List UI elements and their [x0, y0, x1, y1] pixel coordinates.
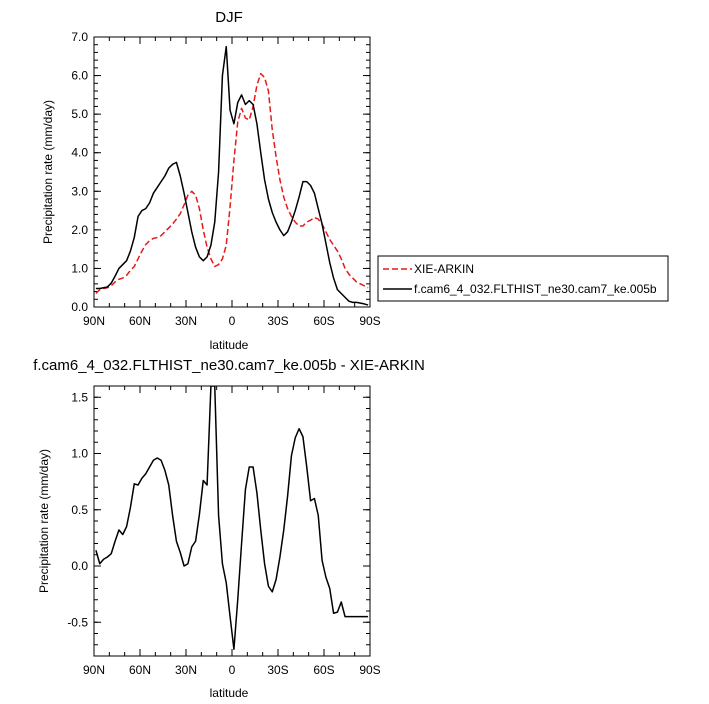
- top-series-line-1: [95, 45, 369, 306]
- bottom-y-tick-label: -0.5: [67, 615, 88, 629]
- top-ticks: 90N 60N 30N 0 30S 60S 90S 0.0 1.0 2.0 3.0 4.0 5.0 6.0…: [71, 30, 380, 328]
- bottom-y-tick-label: 1.5: [71, 390, 88, 404]
- top-x-axis-label: latitude: [210, 338, 249, 352]
- top-y-tick-label: 5.0: [71, 107, 88, 121]
- bottom-y-axis-label: Precipitation rate (mm/day): [37, 449, 51, 593]
- bottom-plot-frame: [93, 385, 371, 657]
- bottom-x-tick-label: 0: [229, 663, 236, 677]
- top-y-axis-label: Precipitation rate (mm/day): [41, 100, 55, 244]
- bottom-y-tick-label: 0.0: [71, 559, 88, 573]
- legend-label-model: f.cam6_4_032.FLTHIST_ne30.cam7_ke.005b: [414, 282, 657, 296]
- top-x-tick-label: 30S: [267, 314, 288, 328]
- legend-box: [377, 255, 669, 302]
- bottom-x-tick-label: 30N: [175, 663, 197, 677]
- legend: XIE-ARKIN f.cam6_4_032.FLTHIST_ne30.cam7…: [377, 255, 669, 302]
- top-y-tick-label: 2.0: [71, 223, 88, 237]
- top-x-tick-label: 0: [229, 314, 236, 328]
- bottom-x-tick-label: 30S: [267, 663, 288, 677]
- top-chart-title: DJF: [215, 9, 243, 26]
- bottom-y-tick-label: 1.0: [71, 447, 88, 461]
- top-panel: DJF 90N 60N 30N 0 30S 60S 90S 0.0 1.0 2.0 3.0 4.0 5.…: [41, 9, 381, 352]
- top-y-tick-label: 1.0: [71, 261, 88, 275]
- top-x-tick-label: 90S: [359, 314, 380, 328]
- bottom-x-tick-label: 60S: [313, 663, 334, 677]
- legend-label-xie-arkin: XIE-ARKIN: [414, 262, 474, 276]
- top-plot-frame: [93, 36, 371, 308]
- bottom-series-lines: [95, 386, 369, 650]
- top-y-tick-label: 4.0: [71, 146, 88, 160]
- top-y-tick-label: 3.0: [71, 184, 88, 198]
- top-y-tick-label: 7.0: [71, 30, 88, 44]
- top-x-tick-label: 30N: [175, 314, 197, 328]
- top-series-lines: [95, 45, 369, 306]
- bottom-series-line-0: [95, 386, 369, 650]
- bottom-panel: f.cam6_4_032.FLTHIST_ne30.cam7_ke.005b -…: [33, 357, 425, 700]
- top-x-tick-label: 90N: [83, 314, 105, 328]
- bottom-x-tick-label: 60N: [129, 663, 151, 677]
- top-series-line-0: [95, 72, 369, 295]
- bottom-y-tick-label: 0.5: [71, 503, 88, 517]
- bottom-x-tick-label: 90S: [359, 663, 380, 677]
- bottom-x-axis-label: latitude: [210, 686, 249, 700]
- bottom-ticks: 90N 60N 30N 0 30S 60S 90S -0.5 0.0 0.5 1.0 1.5: [67, 385, 381, 677]
- bottom-x-tick-label: 90N: [83, 663, 105, 677]
- top-x-tick-label: 60N: [129, 314, 151, 328]
- top-y-tick-label: 0.0: [71, 300, 88, 314]
- top-y-tick-label: 6.0: [71, 69, 88, 83]
- bottom-chart-title: f.cam6_4_032.FLTHIST_ne30.cam7_ke.005b -…: [33, 357, 425, 374]
- top-x-tick-label: 60S: [313, 314, 334, 328]
